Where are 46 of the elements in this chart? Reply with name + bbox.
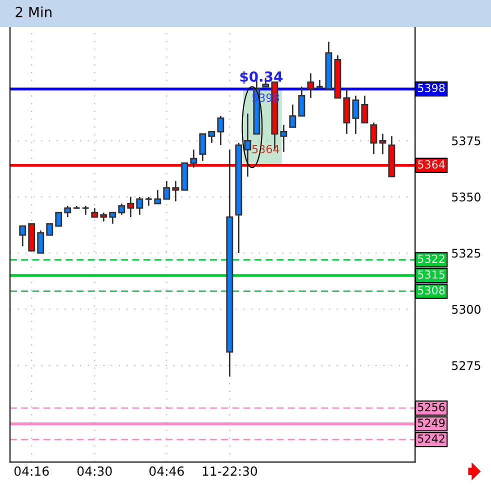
annotation: $0.34 xyxy=(240,71,282,84)
y-tick-label: 5275 xyxy=(452,361,480,370)
candlestick xyxy=(109,212,116,224)
candlestick xyxy=(199,133,206,162)
x-tick-label: 11-22:30 xyxy=(202,466,258,476)
candlestick xyxy=(163,180,170,200)
candlestick xyxy=(289,104,296,128)
y-tick-label: 5375 xyxy=(452,136,480,146)
y-tick-label: 5325 xyxy=(452,248,480,258)
ref-line-label: 5249 xyxy=(418,418,445,428)
candlestick xyxy=(244,112,252,178)
annotation: 5398 xyxy=(252,93,280,102)
candlestick xyxy=(379,133,386,155)
candlestick xyxy=(19,225,26,247)
candlestick xyxy=(298,86,306,117)
candlestick xyxy=(136,196,144,216)
candlestick xyxy=(172,180,180,202)
candlestick xyxy=(307,72,314,99)
x-tick-label: 04:30 xyxy=(77,466,112,476)
ref-line-label: 5364 xyxy=(418,160,445,169)
x-tick-label: 04:16 xyxy=(14,466,49,476)
ref-line-label: 5398 xyxy=(418,84,445,92)
candlestick xyxy=(217,115,224,146)
candlestick xyxy=(37,230,44,254)
candlestick xyxy=(64,205,72,218)
candlestick xyxy=(46,223,54,236)
candlestick xyxy=(316,79,324,90)
candlestick xyxy=(370,122,378,155)
chart-title: 2 Min xyxy=(16,6,52,18)
y-tick-label: 5350 xyxy=(452,192,480,202)
candlestick xyxy=(190,148,198,168)
candlestick xyxy=(352,95,360,135)
candlestick xyxy=(55,212,62,227)
candlestick xyxy=(118,202,126,216)
candlestick xyxy=(127,196,134,218)
x-tick-label: 04:46 xyxy=(149,466,184,476)
candlestick xyxy=(154,189,162,204)
ref-line-label: 5256 xyxy=(418,402,445,412)
candlestick xyxy=(208,130,216,144)
ref-line-label: 5242 xyxy=(418,434,444,443)
ref-line-label: 5308 xyxy=(418,286,445,294)
y-tick-label: 5300 xyxy=(452,304,480,314)
candlestick xyxy=(361,95,368,124)
candlestick xyxy=(280,124,288,153)
ref-line-label: 5315 xyxy=(418,270,444,279)
ref-line-label: 5322 xyxy=(418,254,444,263)
